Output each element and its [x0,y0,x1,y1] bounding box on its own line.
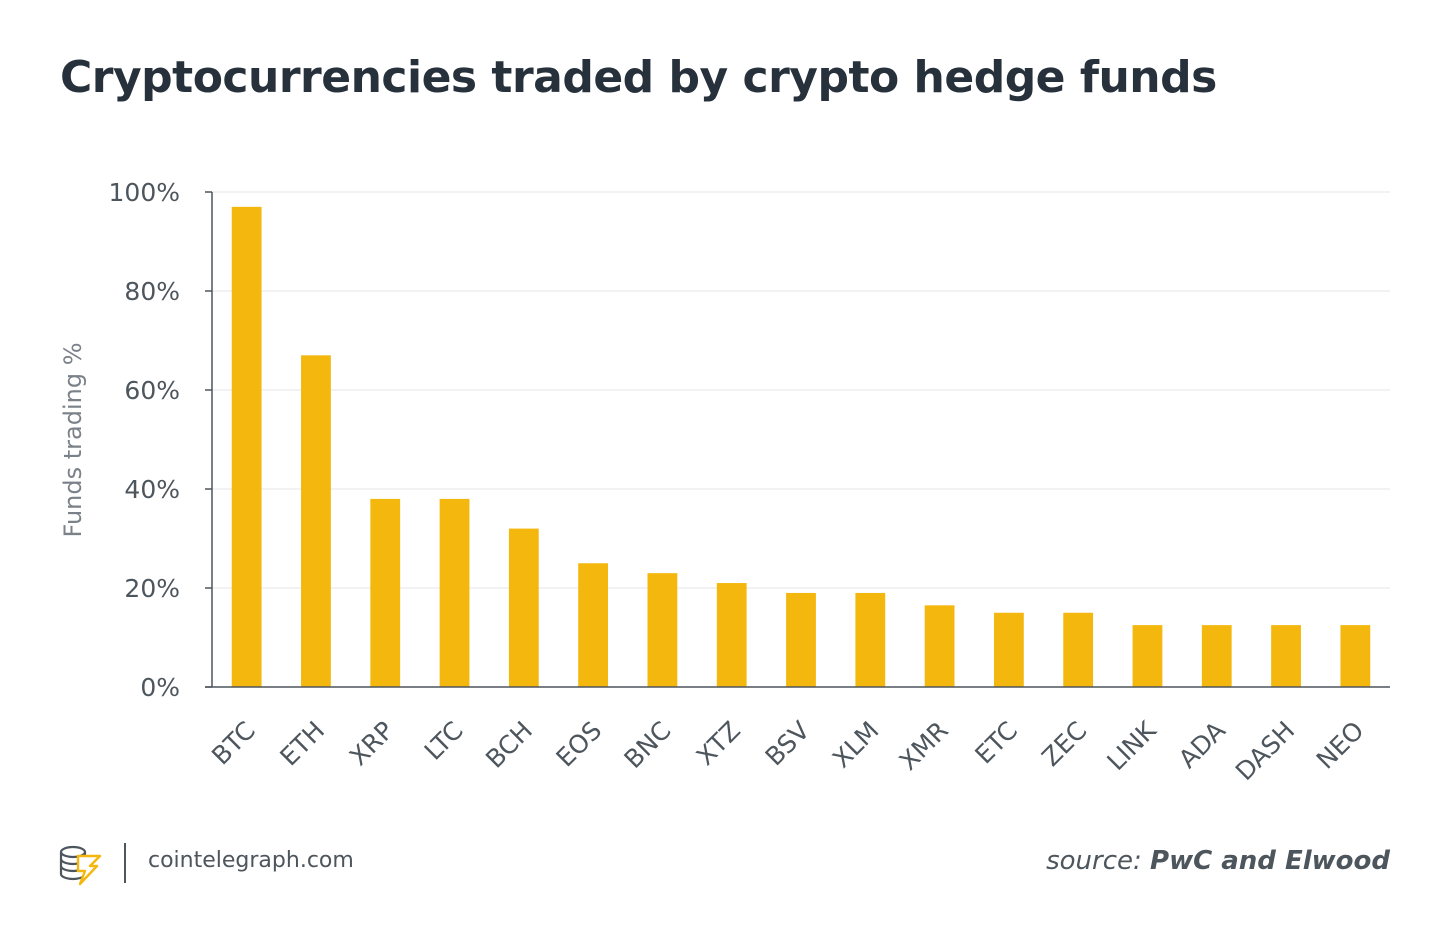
source-prefix: source: [1046,846,1142,876]
footer-source: source: PwC and Elwood [1046,846,1390,876]
y-tick-label: 80% [124,277,180,306]
y-tick-label: 20% [124,574,180,603]
y-tick-label: 60% [124,376,180,405]
source-name: PwC and Elwood [1150,846,1390,876]
bar-bsv [786,592,816,687]
x-tick-label: EOS [551,716,608,773]
axes [205,191,1390,688]
x-tick-label: BTC [206,716,261,771]
bar-ada [1201,625,1232,687]
y-tick-labels: 0% 20% 40% 60% 80% 100% [109,178,180,702]
bar-xlm [855,592,886,687]
cointelegraph-logo-icon [58,842,102,886]
bar-dash [1271,625,1301,687]
x-tick-label: XTZ [691,716,746,771]
y-tick-label: 40% [124,475,180,504]
x-tick-label: LTC [419,716,469,766]
x-tick-labels: BTC ETH XRP LTC BCH EOS BNC XTZ BSV XLM XMR ETC ZEC L… [206,715,1369,786]
bar-etc [993,612,1024,687]
y-tick-label: 0% [140,673,180,702]
x-tick-label: BNC [618,716,676,774]
x-tick-label: ZEC [1036,716,1092,772]
x-tick-label: BCH [480,716,538,774]
bar-neo [1340,625,1371,687]
bar-bch [508,528,539,687]
footer-divider [124,843,126,883]
bars [231,206,1371,687]
x-tick-label: ETC [969,716,1023,770]
x-tick-label: BSV [760,716,816,772]
bar-eth [301,355,331,687]
x-tick-label: DASH [1230,716,1300,786]
bar-btc [231,206,262,687]
y-tick-label: 100% [109,178,180,207]
bar-zec [1063,612,1094,687]
bar-xrp [370,498,401,687]
bar-xmr [924,605,955,687]
x-tick-label: XMR [894,716,954,776]
gridlines [212,191,1390,589]
bar-xtz [716,583,747,687]
x-tick-label: XRP [344,716,400,772]
bar-ltc [439,498,470,687]
y-axis-label: Funds trading % [59,342,87,537]
x-tick-label: LINK [1101,715,1162,776]
x-tick-label: XLM [827,716,885,774]
chart-title: Cryptocurrencies traded by crypto hedge … [60,52,1217,103]
bar-link [1132,625,1163,687]
x-tick-label: ETH [274,716,330,772]
x-tick-label: ADA [1173,716,1231,774]
x-tick-label: NEO [1311,716,1370,775]
footer-site-name: cointelegraph.com [148,848,354,873]
bar-eos [578,563,609,687]
bar-bnc [647,573,678,687]
